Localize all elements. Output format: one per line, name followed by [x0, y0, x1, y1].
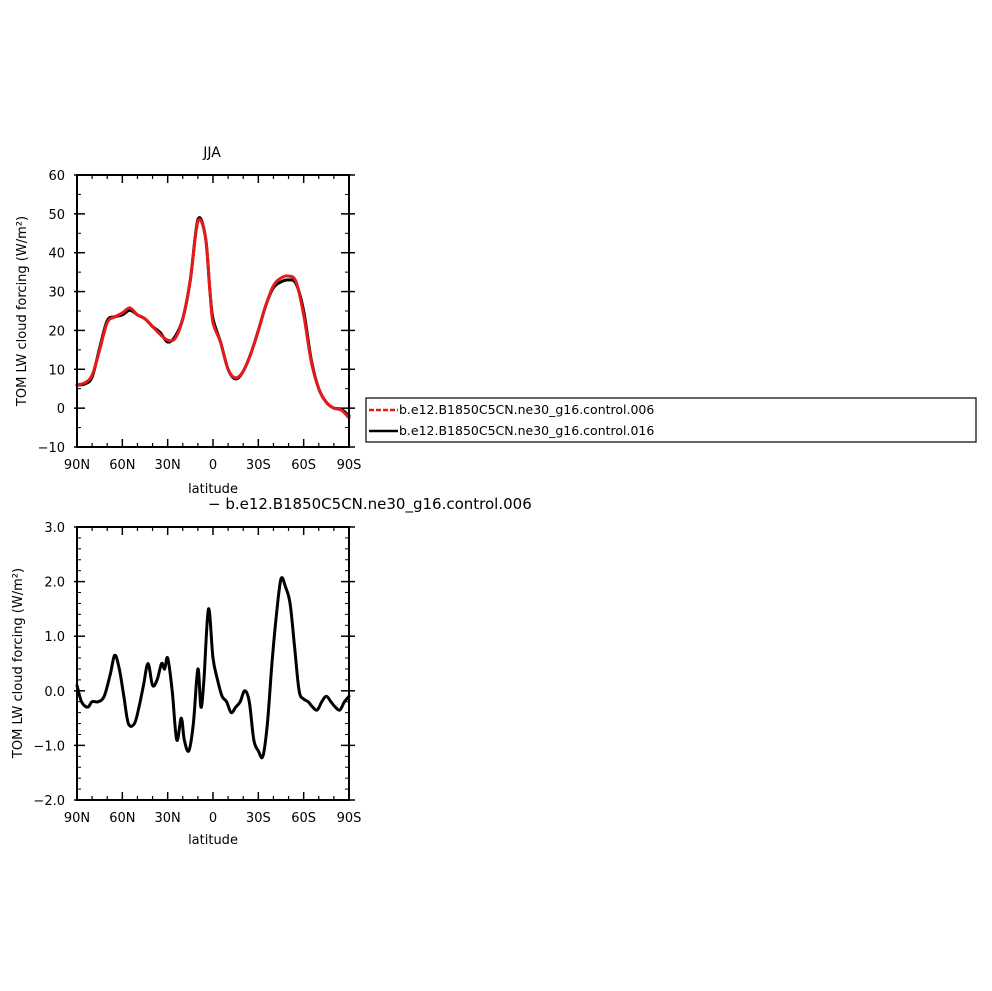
- bottom-panel-series-group: [75, 576, 351, 760]
- bottom-xtick-label: 0: [209, 811, 217, 826]
- bottom-ytick-label: −1.0: [33, 739, 65, 754]
- top-panel-ylabel: TOM LW cloud forcing (W/m²): [15, 216, 30, 407]
- bottom-ytick-label: 1.0: [44, 630, 65, 645]
- bottom-xtick-label: 60N: [109, 811, 135, 826]
- legend-label-006: b.e12.B1850C5CN.ne30_g16.control.006: [399, 402, 654, 417]
- top-ytick-label: 50: [48, 208, 65, 223]
- top-ytick-label: 30: [48, 286, 65, 301]
- top-panel-ticks: 90N 60N 30N 0 30S 60S 90S −10 0 10 20 30 40 50 60: [38, 169, 362, 473]
- bottom-ytick-label: 2.0: [44, 576, 65, 591]
- bottom-ytick-label: 0.0: [44, 685, 65, 700]
- top-xtick-label: 0: [209, 458, 217, 473]
- legend-box: [365, 397, 977, 443]
- bottom-panel-ylabel: TOM LW cloud forcing (W/m²): [11, 568, 26, 759]
- top-xtick-label: 60N: [109, 458, 135, 473]
- top-ytick-label: 20: [48, 324, 65, 339]
- legend-label-016: b.e12.B1850C5CN.ne30_g16.control.016: [399, 423, 654, 438]
- top-panel-title: JJA: [202, 145, 221, 161]
- difference-title: − b.e12.B1850C5CN.ne30_g16.control.006: [208, 495, 532, 514]
- top-xtick-label: 30N: [155, 458, 181, 473]
- bottom-panel-xlabel: latitude: [188, 833, 238, 848]
- top-ytick-label: 60: [48, 169, 65, 184]
- bottom-panel-ticks: 90N 60N 30N 0 30S 60S 90S −2.0 −1.0 0.0 1.0 2.0 3.0: [33, 521, 361, 826]
- top-panel: JJA 90N 60N 30N 0 30S 60S 90S−100102030405060 …: [15, 145, 361, 497]
- top-xtick-label: 30S: [246, 458, 271, 473]
- top-xtick-label: 60S: [291, 458, 316, 473]
- top-panel-xlabel: latitude: [188, 482, 238, 497]
- top-ytick-label: 40: [48, 247, 65, 262]
- bottom-xtick-label: 30N: [155, 811, 181, 826]
- top-xtick-label: 90S: [337, 458, 362, 473]
- bottom-ytick-label: 3.0: [44, 521, 65, 536]
- bottom-xtick-label: 60S: [291, 811, 316, 826]
- bottom-xtick-label: 90N: [64, 811, 90, 826]
- legend: b.e12.B1850C5CN.ne30_g16.control.006 b.e…: [365, 397, 977, 443]
- top-panel-series-group: [75, 216, 351, 420]
- bottom-xtick-label: 30S: [246, 811, 271, 826]
- top-series-line-0: [75, 217, 351, 420]
- top-ytick-label: −10: [38, 441, 65, 456]
- bottom-panel: 90N 60N 30N 0 30S 60S 90S−2.0−1.00.01.02.03.0 …: [11, 521, 361, 848]
- bottom-series-line-0: [75, 576, 351, 760]
- bottom-ytick-label: −2.0: [33, 794, 65, 809]
- bottom-xtick-label: 90S: [337, 811, 362, 826]
- top-ytick-label: 10: [48, 363, 65, 378]
- top-xtick-label: 90N: [64, 458, 90, 473]
- top-ytick-label: 0: [57, 402, 65, 417]
